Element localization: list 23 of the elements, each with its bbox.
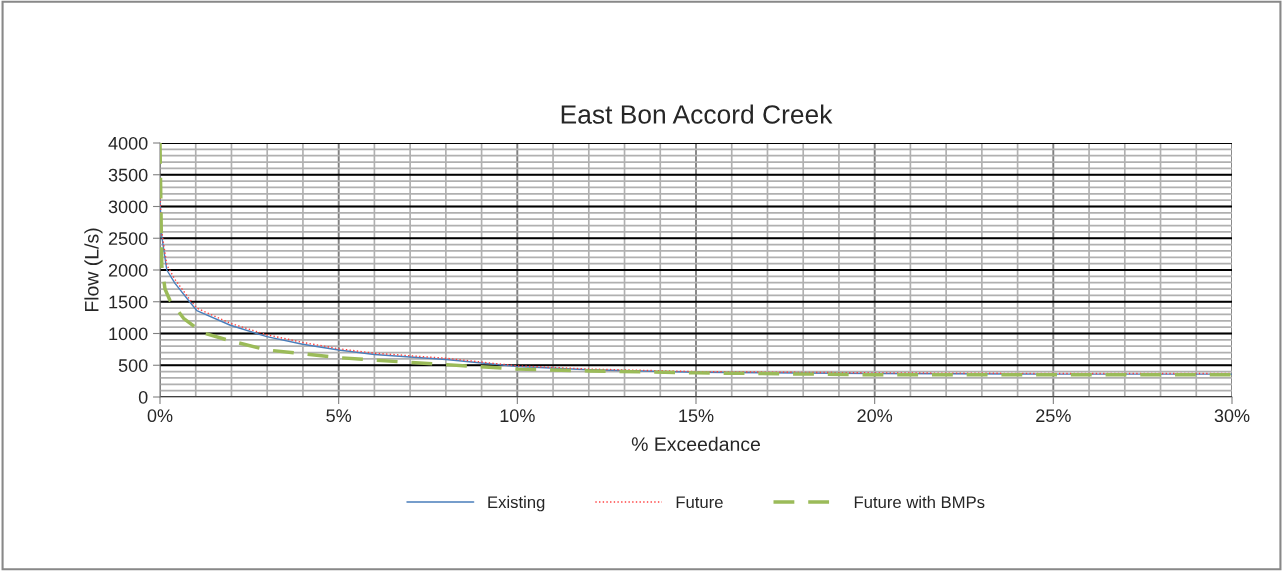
x-tick-label: 25% — [1036, 409, 1071, 423]
x-tick-label: 0% — [147, 409, 173, 423]
y-tick-label: 2000 — [108, 263, 148, 277]
x-tick-label: 15% — [679, 409, 714, 423]
y-tick-label: 1000 — [109, 327, 148, 341]
legend-label: Existing — [488, 495, 545, 512]
x-tick-label: 30% — [1214, 409, 1250, 423]
y-tick-label: 4000 — [108, 136, 148, 150]
line-series — [160, 143, 1232, 377]
x-tick-label: 5% — [326, 409, 352, 423]
y-tick-label: 2500 — [108, 232, 148, 245]
y-tick-label: 0 — [138, 390, 148, 404]
y-tick-label: 500 — [118, 359, 148, 372]
legend-label: Future — [676, 496, 723, 509]
x-tick-label: 20% — [857, 409, 893, 423]
x-axis-title: % Exceedance — [631, 436, 760, 452]
y-tick-label: 3500 — [108, 168, 148, 182]
y-axis-title: Flow (L/s) — [84, 228, 103, 312]
legend-label: Future with BMPs — [854, 495, 985, 509]
y-tick-label: 3000 — [108, 200, 148, 214]
x-tick-label: 10% — [500, 409, 535, 423]
chart-title: East Bon Accord Creek — [561, 104, 833, 124]
y-tick-label: 1500 — [109, 295, 148, 309]
